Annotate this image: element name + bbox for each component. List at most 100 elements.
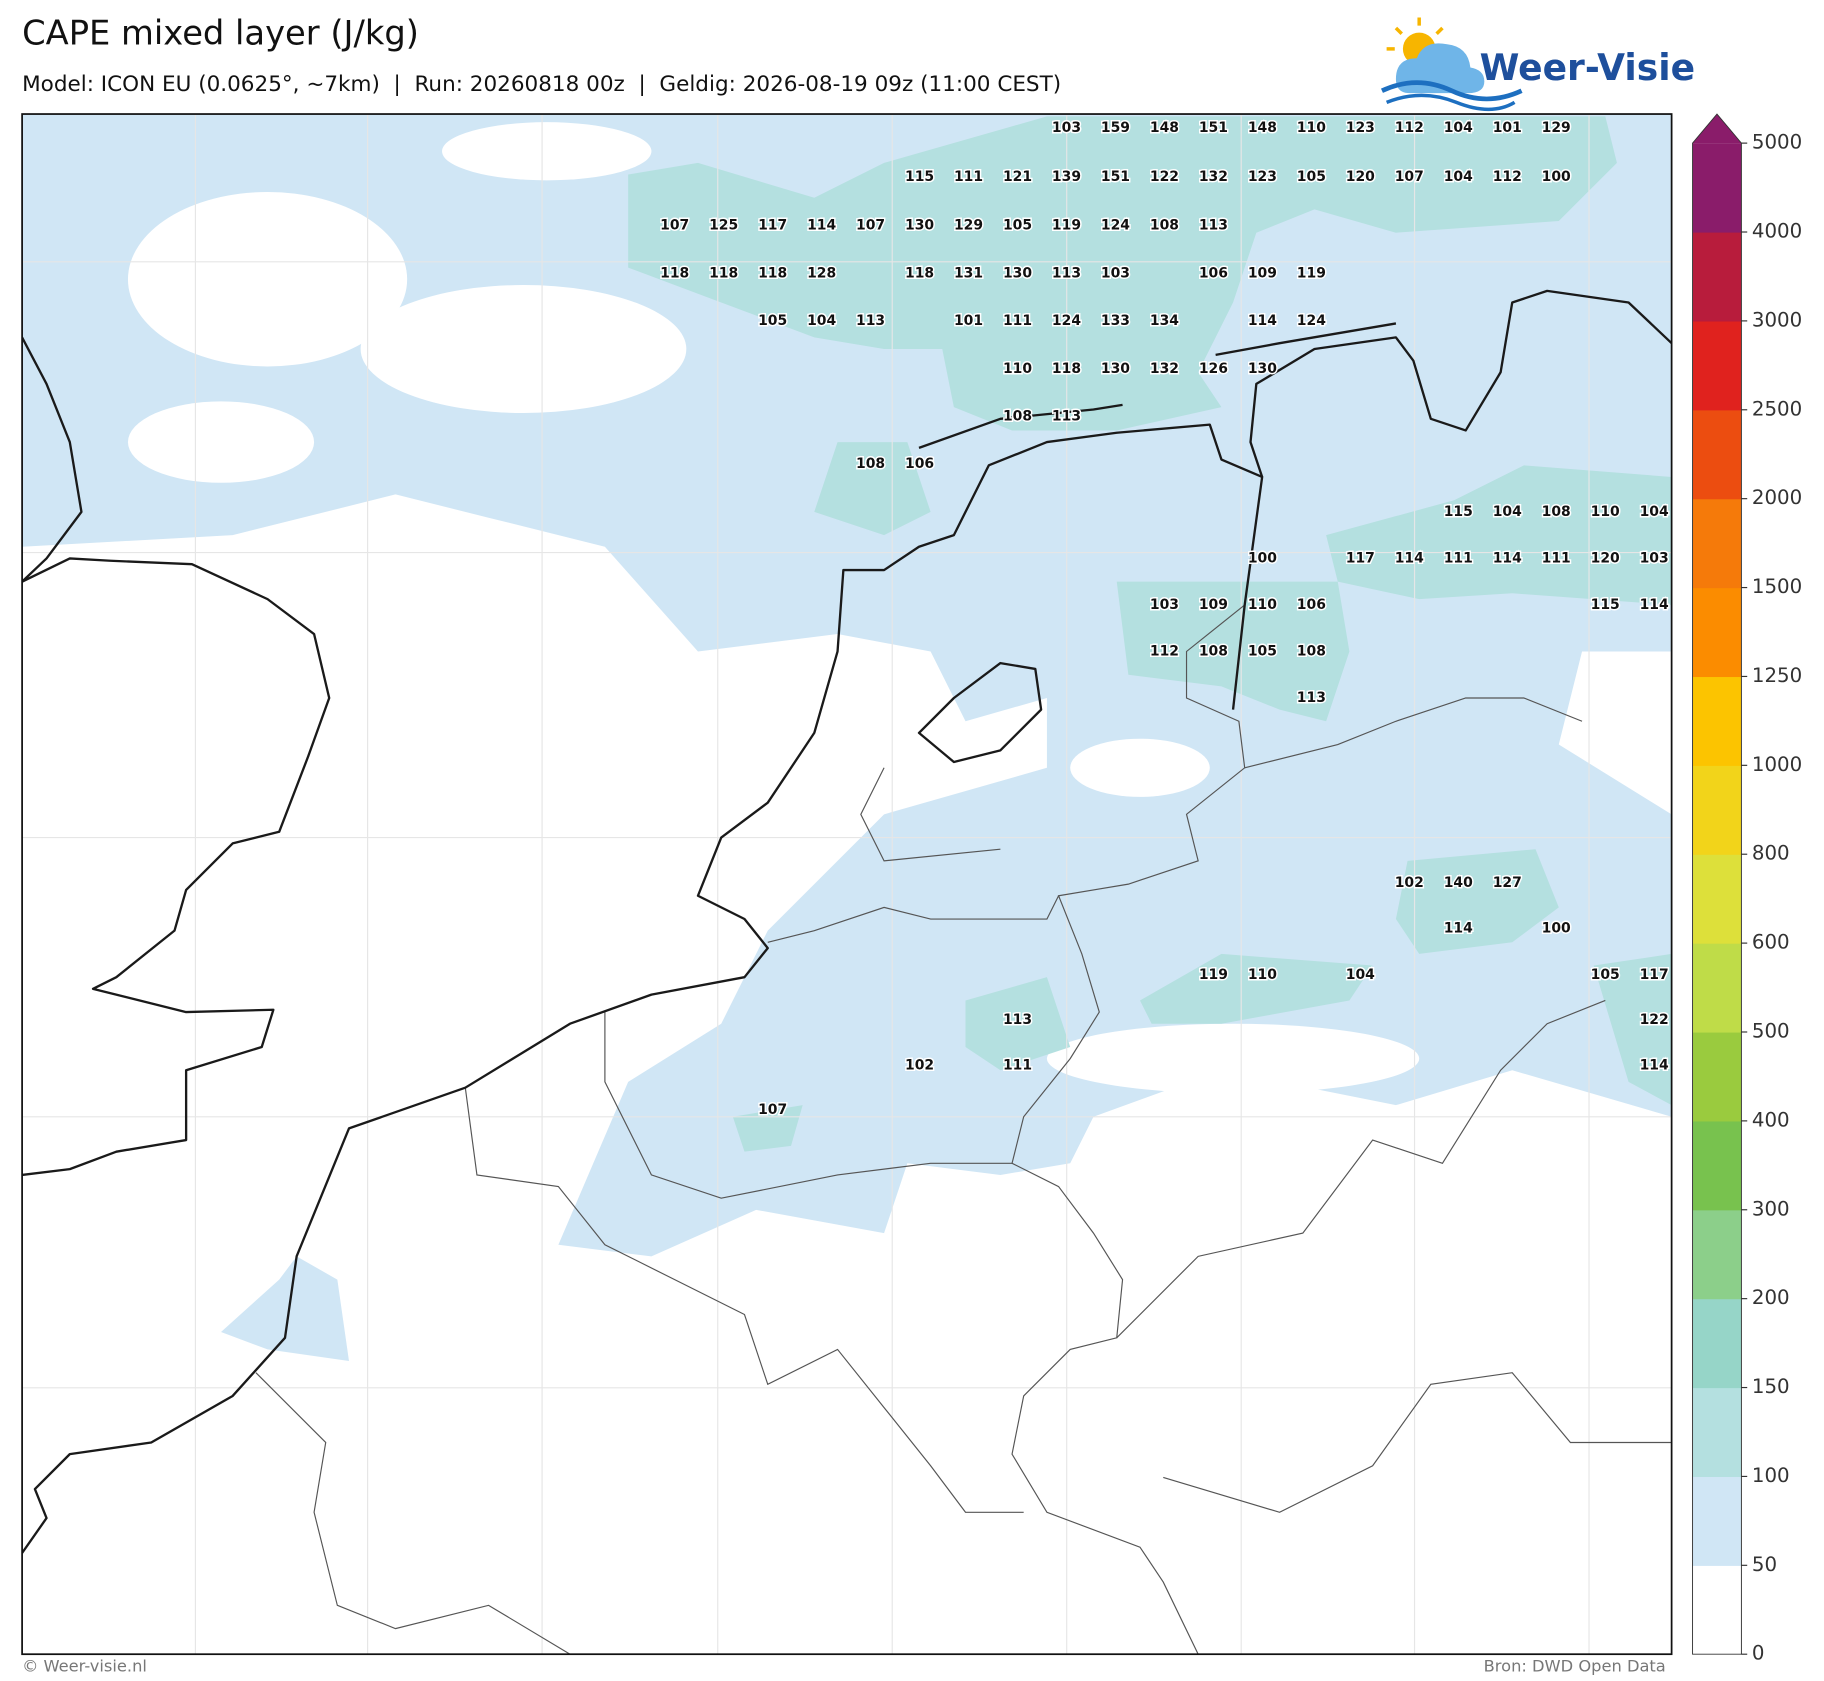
cape-value: 118: [660, 265, 689, 281]
cape-value: 108: [1199, 643, 1228, 659]
cape-value: 106: [1297, 597, 1326, 613]
cape-value: 108: [1542, 504, 1571, 520]
cape-value: 130: [1003, 265, 1032, 281]
colorbar-segment: [1692, 409, 1742, 500]
cape-value: 113: [1003, 1012, 1032, 1028]
cape-value: 114: [1640, 1058, 1669, 1074]
cape-value: 104: [807, 313, 836, 329]
colorbar-tick-label: 300: [1752, 1197, 1790, 1220]
cape-value: 109: [1199, 597, 1228, 613]
colorbar-segment: [1692, 1031, 1742, 1122]
value-labels: 103 159 148 151 148 110 123 112 104 101 129 115 111 1…: [659, 119, 1671, 1120]
colorbar-tick-label: 100: [1752, 1464, 1790, 1487]
cape-value: 120: [1591, 550, 1620, 566]
cape-value: 115: [1444, 504, 1473, 520]
cape-value: 130: [905, 218, 934, 234]
cape-value: 106: [905, 456, 934, 472]
colorbar-segment: [1692, 232, 1742, 322]
colorbar-tick-label: 400: [1752, 1108, 1790, 1131]
title: CAPE mixed layer (J/kg): [22, 13, 419, 52]
borders: [255, 604, 1672, 1655]
cape-value: 151: [1199, 120, 1228, 136]
cape-value: 110: [1248, 967, 1277, 983]
colorbar-segment: [1692, 498, 1742, 589]
cape-value: 113: [1297, 690, 1326, 706]
colorbar-tick-label: 3000: [1752, 308, 1802, 331]
source: Bron: DWD Open Data: [1484, 1657, 1666, 1676]
cape-value: 118: [1052, 361, 1081, 377]
cape-value: 117: [758, 218, 787, 234]
cape-value: 108: [1297, 643, 1326, 659]
colorbar-tick-label: 500: [1752, 1019, 1790, 1042]
colorbar-extension: [1692, 114, 1742, 144]
colorbar-outline: [1692, 113, 1742, 1655]
cape-value: 119: [1199, 967, 1228, 983]
colorbar-tick-label: 2000: [1752, 486, 1802, 509]
cape-value: 100: [1542, 920, 1571, 936]
cape-value: 102: [905, 1058, 934, 1074]
colorbar-segment: [1692, 943, 1742, 1033]
cape-value: 118: [758, 265, 787, 281]
cape-value: 102: [1395, 875, 1424, 891]
cape-value: 100: [1542, 169, 1571, 185]
cape-value: 105: [1297, 169, 1326, 185]
cape-value: 105: [1003, 218, 1032, 234]
colorbar-segment: [1692, 143, 1742, 233]
cape-value: 100: [1248, 550, 1277, 566]
cape-value: 110: [1248, 597, 1277, 613]
cape-value: 140: [1444, 875, 1473, 891]
cape-value: 119: [1052, 218, 1081, 234]
cape-value: 103: [1101, 265, 1130, 281]
cape-value: 131: [954, 265, 983, 281]
cape-value: 108: [1150, 218, 1179, 234]
map-area: [22, 114, 1672, 1655]
cape-value: 125: [709, 218, 738, 234]
cape-value: 120: [1346, 169, 1375, 185]
logo-text: Weer-Visie: [1480, 47, 1695, 89]
cape-value: 101: [954, 313, 983, 329]
colorbar-tick-label: 1500: [1752, 575, 1802, 598]
cape-value: 126: [1199, 361, 1228, 377]
cape-value: 122: [1150, 169, 1179, 185]
cape-value: 118: [905, 265, 934, 281]
cape-value: 121: [1003, 169, 1032, 185]
colorbar-tick-label: 50: [1752, 1553, 1777, 1576]
cape-value: 127: [1493, 875, 1522, 891]
colorbar-tick-label: 5000: [1752, 131, 1802, 154]
cape-value: 104: [1640, 504, 1669, 520]
cape-value: 129: [954, 218, 983, 234]
colorbar-segment: [1692, 765, 1742, 855]
cape-value: 129: [1542, 120, 1571, 136]
cape-value: 122: [1640, 1012, 1669, 1028]
cape-value: 114: [1395, 550, 1424, 566]
colorbar-tick-label: 0: [1752, 1642, 1765, 1665]
coastline: [22, 289, 1672, 1554]
cape-value: 130: [1101, 361, 1130, 377]
cape-value: 119: [1297, 265, 1326, 281]
subtitle: Model: ICON EU (0.0625°, ~7km) | Run: 20…: [22, 72, 1061, 97]
cape-value: 128: [807, 265, 836, 281]
colorbar-segment: [1692, 854, 1742, 944]
cape-value: 132: [1150, 361, 1179, 377]
colorbar-segment: [1692, 1209, 1742, 1300]
map-frame: [21, 113, 1673, 1656]
cape-value: 108: [1003, 408, 1032, 424]
cape-value: 123: [1346, 120, 1375, 136]
cape-value: 115: [1591, 597, 1620, 613]
cape-value: 117: [1640, 967, 1669, 983]
cape-value: 104: [1444, 169, 1473, 185]
cape-value: 132: [1199, 169, 1228, 185]
cape-value: 108: [856, 456, 885, 472]
cape-value: 110: [1591, 504, 1620, 520]
colorbar-tick-label: 800: [1752, 842, 1790, 865]
cape-value: 105: [758, 313, 787, 329]
cape-value: 107: [1395, 169, 1424, 185]
colorbar-segment: [1692, 1120, 1742, 1211]
cape-value: 107: [758, 1102, 787, 1118]
colorbar-segment: [1692, 587, 1742, 678]
colorbar-tick-label: 1250: [1752, 664, 1802, 687]
cape-value: 130: [1248, 361, 1277, 377]
cape-value: 107: [856, 218, 885, 234]
